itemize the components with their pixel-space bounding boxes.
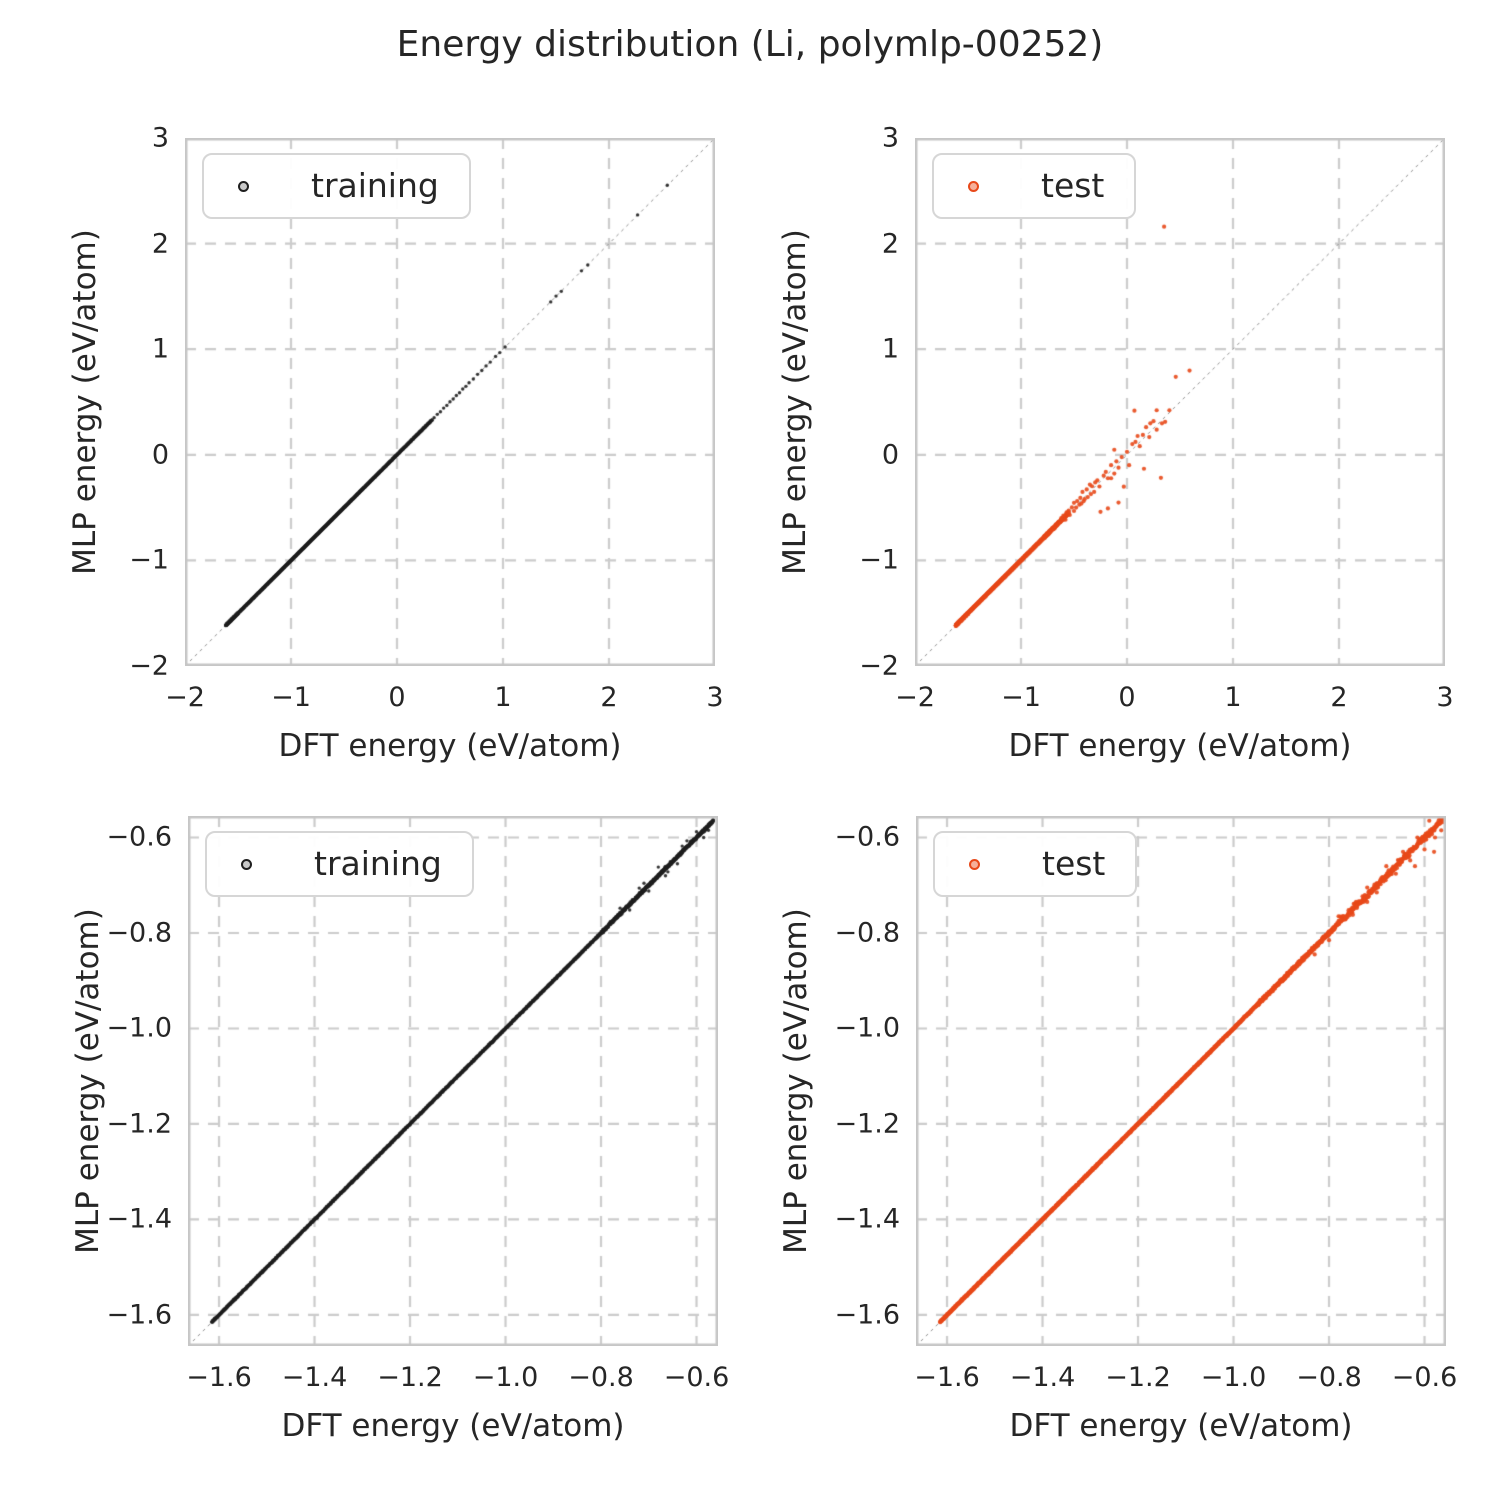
- x-tick-label: −1.0: [472, 1362, 539, 1393]
- y-axis-label: MLP energy (eV/atom): [777, 229, 813, 575]
- x-tick-label: 0: [388, 682, 406, 713]
- y-tick-label: 0: [881, 439, 899, 471]
- legend-marker-icon: [238, 180, 249, 192]
- x-tick-label: −1.4: [281, 1362, 348, 1393]
- y-tick-label: −0.8: [106, 917, 172, 949]
- y-tick-label: −2: [129, 650, 169, 682]
- y-tick-label: −1.0: [106, 1012, 172, 1044]
- subplot-training-zoom: MLP energy (eV/atom) −0.6 −0.8 −1.0 −1.2 −1.…: [70, 816, 729, 1444]
- x-tick-label: −0.6: [663, 1362, 730, 1393]
- plot-area: test: [916, 816, 1446, 1346]
- subplot-training-full: MLP energy (eV/atom) −2 −1 0 1 2 3 training −…: [67, 123, 724, 765]
- legend: test: [933, 831, 1138, 897]
- y-tick-label: −1.2: [834, 1108, 900, 1140]
- y-tick-label: −1.4: [834, 1203, 900, 1235]
- x-tick-label: −1.2: [377, 1362, 443, 1393]
- subplot-test-zoom: MLP energy (eV/atom) −0.6 −0.8 −1.0 −1.2 −1.…: [778, 816, 1457, 1444]
- y-tick-label: 1: [881, 333, 899, 365]
- x-tick-label: −1.6: [914, 1362, 980, 1393]
- x-tick-label: −1: [1001, 682, 1041, 713]
- scatter-canvas: [915, 138, 1445, 666]
- y-tick-label: −0.6: [834, 821, 900, 853]
- y-tick-label: −2: [859, 650, 899, 682]
- y-tick-label: −1.2: [106, 1108, 172, 1140]
- x-tick-label: −1: [271, 682, 311, 713]
- legend-marker-icon: [241, 858, 252, 870]
- x-tick-label: −0.8: [568, 1362, 634, 1393]
- scatter-canvas: [916, 816, 1446, 1346]
- legend: training: [205, 831, 474, 897]
- x-axis-label: DFT energy (eV/atom): [278, 728, 622, 764]
- x-tick-label: 1: [494, 682, 512, 713]
- x-tick-label: −1.2: [1105, 1362, 1171, 1393]
- legend-label: test: [1042, 844, 1106, 883]
- x-tick-label: 0: [1118, 682, 1136, 713]
- x-tick-label: 2: [600, 682, 618, 713]
- plot-area: test: [915, 138, 1445, 666]
- y-tick-label: 1: [151, 333, 169, 365]
- y-tick-label: 2: [881, 228, 899, 260]
- y-tick-label: −1.6: [834, 1299, 900, 1331]
- y-tick-label: −0.8: [834, 917, 900, 949]
- subplot-test-full: MLP energy (eV/atom) −2 −1 0 1 2 3 test −2 −1 0…: [777, 123, 1454, 765]
- y-tick-label: 3: [151, 122, 169, 154]
- y-tick-label: −1.4: [106, 1203, 172, 1235]
- legend: test: [932, 153, 1137, 219]
- x-tick-label: −0.6: [1391, 1362, 1458, 1393]
- x-tick-label: 3: [1436, 682, 1454, 713]
- y-tick-label: −1.6: [106, 1299, 172, 1331]
- legend-marker-icon: [968, 180, 979, 192]
- legend: training: [202, 153, 471, 219]
- y-axis-label: MLP energy (eV/atom): [778, 908, 814, 1254]
- x-tick-label: −1.4: [1009, 1362, 1076, 1393]
- x-tick-label: −1.0: [1200, 1362, 1267, 1393]
- x-tick-label: −0.8: [1296, 1362, 1362, 1393]
- plot-area: training: [185, 138, 715, 666]
- y-tick-label: −1: [859, 544, 899, 576]
- y-tick-label: 3: [881, 122, 899, 154]
- figure-title: Energy distribution (Li, polymlp-00252): [396, 24, 1104, 65]
- scatter-canvas: [188, 816, 718, 1346]
- plot-area: training: [188, 816, 718, 1346]
- y-tick-label: −1.0: [834, 1012, 900, 1044]
- legend-label: training: [314, 844, 442, 883]
- scatter-canvas: [185, 138, 715, 666]
- x-tick-label: −1.6: [186, 1362, 252, 1393]
- x-tick-label: −2: [165, 682, 205, 713]
- legend-marker-icon: [969, 858, 980, 870]
- y-tick-label: −0.6: [106, 821, 172, 853]
- y-axis-label: MLP energy (eV/atom): [70, 908, 106, 1254]
- y-axis-label: MLP energy (eV/atom): [67, 229, 103, 575]
- x-tick-label: −2: [895, 682, 935, 713]
- y-tick-label: 0: [151, 439, 169, 471]
- x-tick-label: 2: [1330, 682, 1348, 713]
- x-axis-label: DFT energy (eV/atom): [1009, 1408, 1353, 1444]
- x-tick-label: 1: [1224, 682, 1242, 713]
- legend-label: test: [1041, 166, 1105, 205]
- y-tick-label: 2: [151, 228, 169, 260]
- legend-label: training: [311, 166, 439, 205]
- x-tick-label: 3: [706, 682, 724, 713]
- y-tick-label: −1: [129, 544, 169, 576]
- x-axis-label: DFT energy (eV/atom): [1008, 728, 1352, 764]
- x-axis-label: DFT energy (eV/atom): [281, 1408, 625, 1444]
